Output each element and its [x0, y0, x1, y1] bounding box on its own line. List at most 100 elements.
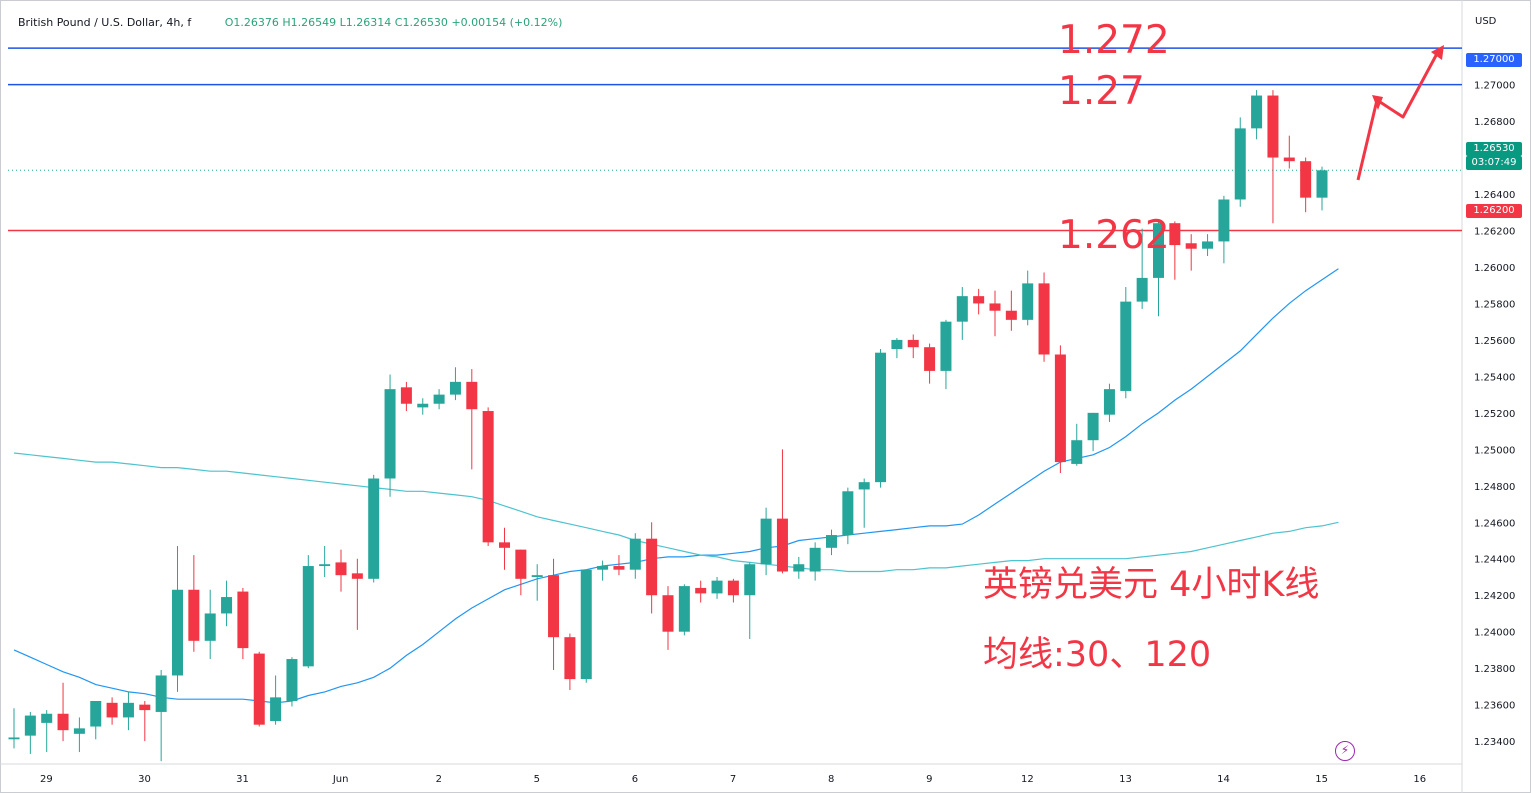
candle-body [253, 653, 265, 725]
annotation-127: 1.27 [1058, 69, 1145, 114]
candle-body [662, 595, 674, 632]
moving-average-note: 均线:30、120 [983, 635, 1212, 675]
candle-body [8, 737, 20, 740]
candle-body [155, 675, 167, 712]
candle-body [973, 296, 985, 304]
lightning-icon[interactable]: ⚡ [1335, 741, 1355, 761]
candle-body [286, 659, 298, 701]
symbol-legend: British Pound / U.S. Dollar, 4h, f O1.26… [18, 17, 562, 29]
x-tick-label: Jun [332, 774, 349, 785]
x-tick-label: 2 [436, 774, 442, 785]
candle-body [1251, 95, 1263, 129]
candle-body [646, 538, 658, 596]
candle-body [335, 562, 347, 576]
candle-body [221, 597, 233, 614]
x-tick-label: 9 [926, 774, 932, 785]
currency-label: USD [1475, 16, 1497, 27]
candle-body [499, 542, 510, 548]
candle-body [695, 587, 707, 594]
forecast-arrowhead [1431, 45, 1444, 60]
candle-body [449, 381, 461, 395]
candle-body [924, 347, 936, 371]
candle-body [270, 697, 282, 722]
candle-body [122, 702, 134, 718]
y-tick-label: 1.24400 [1474, 555, 1515, 566]
candle-body [776, 518, 788, 572]
y-tick-label: 1.25000 [1474, 445, 1515, 456]
x-tick-label: 14 [1217, 774, 1230, 785]
close-value: C1.26530 [394, 16, 448, 29]
candle-body [1185, 243, 1197, 249]
candle-body [940, 321, 952, 371]
candle-body [629, 538, 641, 570]
x-tick-label: 16 [1413, 774, 1426, 785]
open-value: O1.26376 [224, 16, 279, 29]
candle-body [989, 303, 1001, 311]
candle-body [1202, 241, 1214, 249]
candle-body [1267, 95, 1279, 158]
candle-body [73, 728, 85, 734]
y-tick-label: 1.25200 [1474, 409, 1515, 420]
candle-body [351, 573, 363, 579]
x-tick-label: 15 [1315, 774, 1328, 785]
candle-body [744, 564, 756, 596]
ma30-line [13, 268, 1339, 704]
candle-body [57, 713, 69, 731]
x-tick-label: 6 [632, 774, 638, 785]
candle-body [858, 482, 870, 490]
candle-body [760, 518, 772, 565]
candle-body [482, 411, 494, 543]
chart-title-cn: 英镑兑美元 4小时K线 [983, 565, 1320, 605]
candle-body [237, 591, 249, 649]
candle-body [678, 586, 690, 632]
y-tick-label: 1.26000 [1474, 263, 1515, 274]
candle-body [809, 547, 821, 572]
candle-body [548, 575, 560, 638]
x-tick-label: 31 [236, 774, 249, 785]
ohlc-values: O1.26376 H1.26549 L1.26314 C1.26530 +0.0… [225, 16, 563, 29]
forecast-arrowhead [1372, 95, 1383, 110]
candle-body [1300, 161, 1312, 198]
candle-body [564, 637, 576, 680]
y-tick-label: 1.24800 [1474, 482, 1515, 493]
x-tick-label: 12 [1021, 774, 1034, 785]
candle-body [1038, 283, 1050, 355]
x-tick-label: 8 [828, 774, 834, 785]
resistance-price-tag: 1.27000 [1466, 53, 1522, 67]
symbol-name: British Pound / U.S. Dollar, 4h, f [18, 16, 192, 29]
ma120-line [13, 452, 1339, 573]
candle-body [1218, 199, 1230, 242]
candle-body [433, 394, 445, 404]
x-tick-label: 7 [730, 774, 736, 785]
candle-body [90, 700, 102, 727]
candle-body [597, 566, 609, 570]
candle-body [302, 566, 314, 667]
y-tick-label: 1.25800 [1474, 299, 1515, 310]
candle-body [531, 575, 543, 577]
candle-body [1054, 354, 1066, 463]
y-tick-label: 1.27000 [1474, 81, 1515, 92]
candle-body [417, 403, 429, 408]
low-value: L1.26314 [339, 16, 392, 29]
y-tick-label: 1.24200 [1474, 591, 1515, 602]
candle-body [956, 296, 968, 322]
y-tick-label: 1.23800 [1474, 664, 1515, 675]
candle-body [172, 589, 183, 676]
candle-body [1103, 389, 1115, 415]
x-tick-label: 5 [534, 774, 540, 785]
candle-body [907, 339, 919, 348]
change-value: +0.00154 (+0.12%) [451, 16, 563, 29]
candle-body [515, 549, 527, 579]
candle-body [319, 564, 331, 567]
candle-body [139, 704, 151, 711]
y-tick-label: 1.26400 [1474, 190, 1515, 201]
candle-body [826, 535, 837, 548]
y-tick-label: 1.25400 [1474, 372, 1515, 383]
candle-body [613, 566, 625, 570]
x-tick-label: 30 [138, 774, 151, 785]
y-tick-label: 1.24600 [1474, 518, 1515, 529]
high-value: H1.26549 [282, 16, 337, 29]
y-tick-label: 1.23600 [1474, 701, 1515, 712]
candle-body [106, 702, 118, 718]
